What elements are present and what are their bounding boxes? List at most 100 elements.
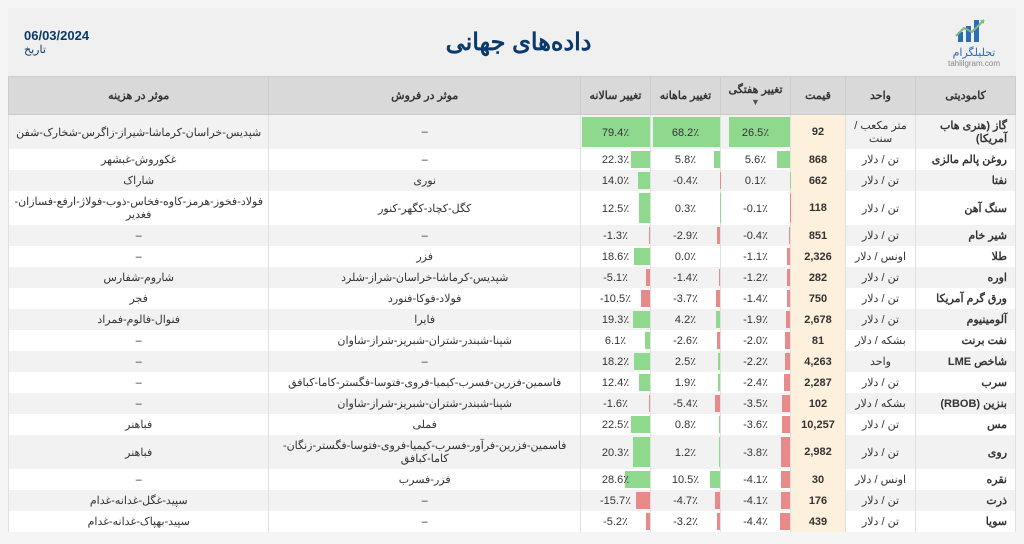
change-value: 2.5٪: [651, 351, 720, 372]
change-value: -4.7٪: [651, 490, 720, 511]
unit-cell: تن / دلار: [846, 288, 916, 309]
monthly-change-cell: -0.4٪: [651, 170, 721, 191]
commodity-cell: سویا: [916, 511, 1016, 532]
unit-cell: تن / دلار: [846, 170, 916, 191]
unit-cell: تن / دلار: [846, 490, 916, 511]
table-row: سنگ آهنتن / دلار118-0.1٪0.3٪12.5٪کگل-کچا…: [9, 191, 1016, 225]
cost-effect-cell: –: [9, 330, 269, 351]
unit-cell: تن / دلار: [846, 225, 916, 246]
cost-effect-cell: سپید-غگل-غدانه-غدام: [9, 490, 269, 511]
col-header-wk[interactable]: تغییر هفتگی ▼: [721, 77, 791, 115]
monthly-change-cell: 0.3٪: [651, 191, 721, 225]
sell-effect-cell: –: [269, 149, 581, 170]
sell-effect-cell: –: [269, 490, 581, 511]
monthly-change-cell: 1.2٪: [651, 435, 721, 469]
cost-effect-cell: فنوال-فالوم-فمراد: [9, 309, 269, 330]
change-value: -3.7٪: [651, 288, 720, 309]
weekly-change-cell: -4.1٪: [721, 490, 791, 511]
change-value: 26.5٪: [721, 122, 790, 143]
change-value: 19.3٪: [581, 309, 650, 330]
sell-effect-cell: فولاد-فوکا-فنورد: [269, 288, 581, 309]
commodity-cell: شاخص LME: [916, 351, 1016, 372]
cost-effect-cell: غکوروش-غبشهر: [9, 149, 269, 170]
change-value: -5.1٪: [581, 267, 650, 288]
unit-cell: تن / دلار: [846, 511, 916, 532]
change-value: 0.3٪: [651, 198, 720, 219]
table-row: رویتن / دلار2,982-3.8٪1.2٪20.3٪فاسمین-فز…: [9, 435, 1016, 469]
monthly-change-cell: -5.4٪: [651, 393, 721, 414]
unit-cell: متر مکعب / سنت: [846, 115, 916, 150]
commodity-cell: سنگ آهن: [916, 191, 1016, 225]
change-value: 68.2٪: [651, 122, 720, 143]
change-value: -2.4٪: [721, 372, 790, 393]
monthly-change-cell: -2.6٪: [651, 330, 721, 351]
sell-effect-cell: شپنا-شبندر-شتران-شبریز-شراز-شاوان: [269, 393, 581, 414]
commodity-cell: گاز (هنری هاب آمریکا): [916, 115, 1016, 150]
table-row: شاخص LMEواحد4,263-2.2٪2.5٪18.2٪––: [9, 351, 1016, 372]
table-row: گاز (هنری هاب آمریکا)متر مکعب / سنت9226.…: [9, 115, 1016, 150]
change-value: 6.1٪: [581, 330, 650, 351]
change-value: -1.3٪: [581, 225, 650, 246]
cost-effect-cell: فباهنر: [9, 435, 269, 469]
commodity-cell: ذرت: [916, 490, 1016, 511]
sell-effect-cell: فاسمین-فزرین-فرآور-فسرب-کیمیا-فروی-فتوسا…: [269, 435, 581, 469]
price-cell: 282: [791, 267, 846, 288]
cost-effect-cell: شپدیس-خراسان-کرماشا-شیراز-زاگرس-شخارک-شف…: [9, 115, 269, 150]
monthly-change-cell: 0.0٪: [651, 246, 721, 267]
commodity-cell: مس: [916, 414, 1016, 435]
price-cell: 102: [791, 393, 846, 414]
unit-cell: تن / دلار: [846, 414, 916, 435]
monthly-change-cell: -2.9٪: [651, 225, 721, 246]
monthly-change-cell: 68.2٪: [651, 115, 721, 150]
price-cell: 4,263: [791, 351, 846, 372]
yearly-change-cell: 18.6٪: [581, 246, 651, 267]
change-value: 18.6٪: [581, 246, 650, 267]
yearly-change-cell: 22.3٪: [581, 149, 651, 170]
monthly-change-cell: 5.8٪: [651, 149, 721, 170]
change-value: -2.6٪: [651, 330, 720, 351]
change-value: -0.4٪: [721, 225, 790, 246]
table-row: طلااونس / دلار2,326-1.1٪0.0٪18.6٪فزر–: [9, 246, 1016, 267]
col-header-cost: موثر در هزینه: [9, 77, 269, 115]
yearly-change-cell: 20.3٪: [581, 435, 651, 469]
yearly-change-cell: -5.1٪: [581, 267, 651, 288]
table-row: روغن پالم مالزیتن / دلار8685.6٪5.8٪22.3٪…: [9, 149, 1016, 170]
price-cell: 868: [791, 149, 846, 170]
unit-cell: تن / دلار: [846, 372, 916, 393]
price-cell: 2,326: [791, 246, 846, 267]
price-cell: 662: [791, 170, 846, 191]
change-value: -1.4٪: [721, 288, 790, 309]
change-value: 0.1٪: [721, 170, 790, 191]
weekly-change-cell: -2.2٪: [721, 351, 791, 372]
data-table: کامودیتیواحدقیمتتغییر هفتگی ▼تغییر ماهان…: [8, 76, 1016, 532]
change-value: 4.2٪: [651, 309, 720, 330]
weekly-change-cell: 26.5٪: [721, 115, 791, 150]
date-block: 06/03/2024 تاریخ: [24, 28, 89, 56]
yearly-change-cell: -5.2٪: [581, 511, 651, 532]
change-value: -1.2٪: [721, 267, 790, 288]
change-value: 79.4٪: [581, 122, 650, 143]
sell-effect-cell: –: [269, 511, 581, 532]
unit-cell: اونس / دلار: [846, 469, 916, 490]
change-value: -3.2٪: [651, 511, 720, 532]
weekly-change-cell: -1.2٪: [721, 267, 791, 288]
change-value: -4.1٪: [721, 490, 790, 511]
change-value: 1.9٪: [651, 372, 720, 393]
weekly-change-cell: -4.4٪: [721, 511, 791, 532]
sell-effect-cell: شپنا-شبندر-شتران-شبریز-شراز-شاوان: [269, 330, 581, 351]
cost-effect-cell: شاروم-شفارس: [9, 267, 269, 288]
monthly-change-cell: -4.7٪: [651, 490, 721, 511]
table-row: نفت برنتبشکه / دلار81-2.0٪-2.6٪6.1٪شپنا-…: [9, 330, 1016, 351]
logo-text: تحلیلگرام: [948, 46, 1000, 59]
change-value: 12.4٪: [581, 372, 650, 393]
sell-effect-cell: کگل-کچاد-کگهر-کنور: [269, 191, 581, 225]
weekly-change-cell: -1.4٪: [721, 288, 791, 309]
table-row: ذرتتن / دلار176-4.1٪-4.7٪-15.7٪–سپید-غگل…: [9, 490, 1016, 511]
monthly-change-cell: -1.4٪: [651, 267, 721, 288]
yearly-change-cell: 6.1٪: [581, 330, 651, 351]
table-body: گاز (هنری هاب آمریکا)متر مکعب / سنت9226.…: [9, 115, 1016, 533]
table-row: آلومینیومتن / دلار2,678-1.9٪4.2٪19.3٪فای…: [9, 309, 1016, 330]
commodity-cell: سرب: [916, 372, 1016, 393]
yearly-change-cell: 28.6٪: [581, 469, 651, 490]
yearly-change-cell: -10.5٪: [581, 288, 651, 309]
